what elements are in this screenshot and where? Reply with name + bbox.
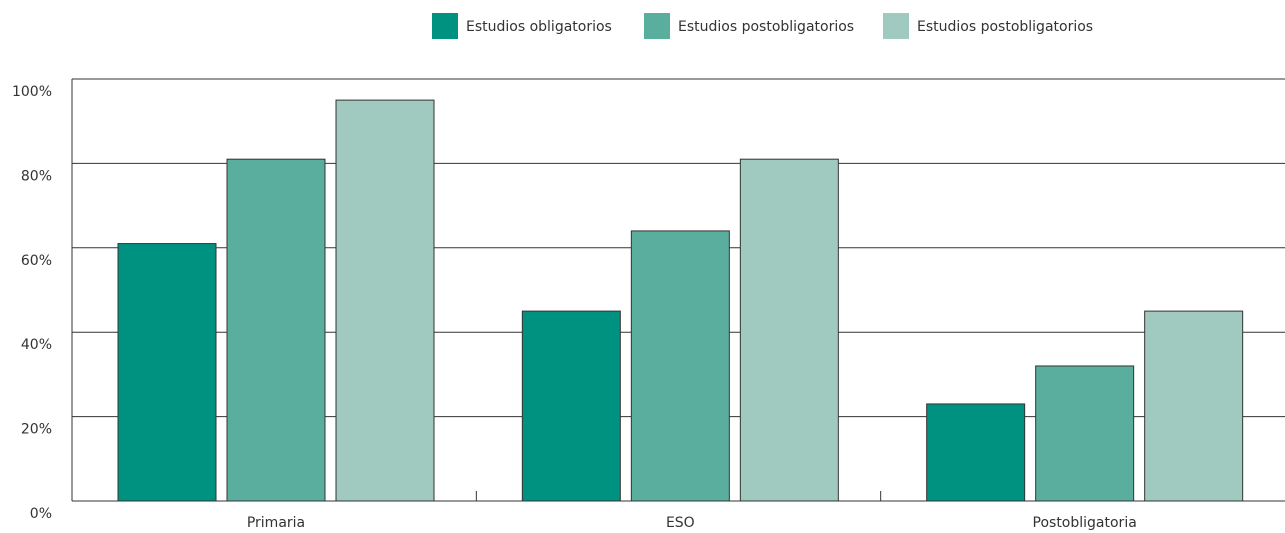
legend-label: Estudios postobligatorios bbox=[917, 19, 1093, 35]
y-tick-label: 0% bbox=[30, 506, 52, 522]
bar bbox=[521, 310, 621, 502]
y-tick-label: 20% bbox=[21, 422, 52, 438]
y-tick-label: 80% bbox=[21, 168, 52, 184]
bar bbox=[1035, 365, 1135, 502]
x-category-label: ESO bbox=[666, 515, 695, 531]
axes bbox=[71, 79, 1285, 502]
x-category-label: Primaria bbox=[247, 515, 305, 531]
x-axis-category-labels: Primaria ESO Postobligatoria bbox=[247, 515, 1137, 531]
legend-label: Estudios postobligatorios bbox=[678, 19, 854, 35]
bar bbox=[226, 158, 326, 502]
y-tick-label: 40% bbox=[21, 337, 52, 353]
bar bbox=[335, 99, 435, 502]
legend-swatch bbox=[883, 13, 909, 39]
bar bbox=[926, 403, 1026, 502]
y-tick-label: 60% bbox=[21, 253, 52, 269]
bar bbox=[739, 158, 839, 502]
legend-label: Estudios obligatorios bbox=[466, 19, 612, 35]
x-category-label: Postobligatoria bbox=[1033, 515, 1137, 531]
legend-swatch bbox=[644, 13, 670, 39]
y-axis-tick-labels: 0% 20% 40% 60% 80% 100% bbox=[12, 84, 52, 522]
bar bbox=[630, 230, 730, 502]
bar bbox=[117, 243, 217, 502]
y-tick-label: 100% bbox=[12, 84, 52, 100]
bars bbox=[117, 99, 1244, 502]
bar bbox=[1144, 310, 1244, 502]
legend: Estudios obligatorios Estudios postobliga… bbox=[432, 13, 1093, 39]
legend-swatch bbox=[432, 13, 458, 39]
